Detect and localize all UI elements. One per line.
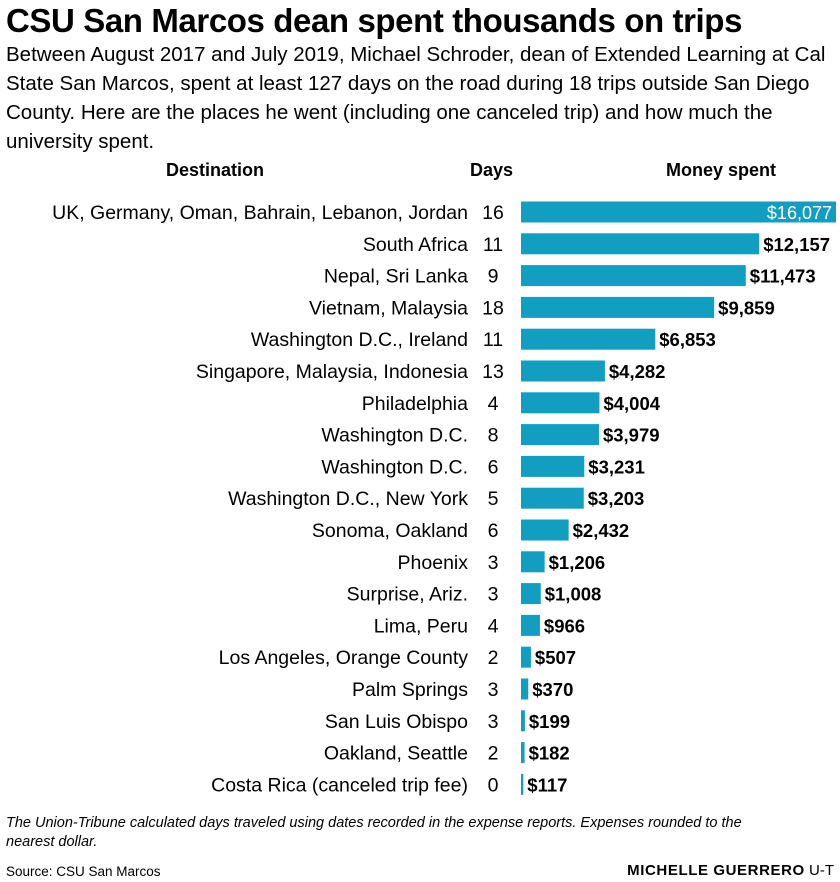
category-label: UK, Germany, Oman, Bahrain, Lebanon, Jor…	[52, 202, 468, 224]
days-label: 3	[488, 584, 499, 606]
category-label: Surprise, Ariz.	[347, 584, 468, 606]
source-note: Source: CSU San Marcos	[6, 864, 161, 879]
bar	[521, 678, 529, 700]
bar	[521, 233, 760, 255]
category-label: South Africa	[363, 234, 468, 256]
bar	[521, 201, 836, 223]
value-label: $2,432	[573, 520, 630, 541]
days-label: 2	[488, 743, 499, 765]
value-label: $11,473	[750, 266, 816, 287]
bar	[521, 614, 540, 636]
chart-title: CSU San Marcos dean spent thousands on t…	[6, 2, 743, 39]
days-label: 2	[488, 647, 499, 669]
value-label: $182	[529, 743, 570, 764]
category-label: Washington D.C., Ireland	[251, 329, 468, 351]
days-label: 3	[488, 552, 499, 574]
value-label: $199	[529, 711, 570, 732]
days-label: 18	[482, 297, 504, 319]
days-label: 11	[483, 329, 503, 351]
category-label: Nepal, Sri Lanka	[324, 266, 468, 288]
days-label: 16	[482, 202, 504, 224]
value-label: $6,853	[659, 329, 716, 350]
bar	[521, 583, 541, 605]
value-label: $1,206	[549, 552, 606, 573]
value-label: $370	[532, 679, 573, 700]
bar	[521, 296, 715, 318]
days-label: 13	[482, 361, 504, 383]
category-label: Sonoma, Oakland	[312, 520, 468, 542]
category-label: Oakland, Seattle	[324, 743, 468, 765]
value-label: $9,859	[718, 297, 775, 318]
bar	[521, 773, 524, 795]
days-label: 5	[488, 488, 499, 510]
bar	[521, 646, 531, 668]
days-label: 6	[488, 520, 499, 542]
category-label: Phoenix	[398, 552, 469, 574]
value-label: $3,203	[588, 488, 645, 509]
value-label: $507	[535, 647, 576, 668]
days-label: 6	[488, 456, 499, 478]
category-label: Washington D.C.	[321, 425, 468, 447]
value-label: $117	[527, 774, 567, 795]
bar	[521, 392, 600, 414]
days-label: 3	[488, 711, 499, 733]
category-label: Vietnam, Malaysia	[309, 297, 468, 319]
column-header-destination: Destination	[166, 160, 265, 180]
days-label: 9	[488, 266, 499, 288]
bar	[521, 455, 585, 477]
category-label: Washington D.C., New York	[228, 488, 468, 510]
bar	[521, 424, 599, 446]
category-label: San Luis Obispo	[325, 711, 468, 733]
value-label: $4,004	[603, 393, 660, 414]
category-label: Costa Rica (canceled trip fee)	[211, 774, 468, 796]
days-label: 4	[488, 615, 499, 637]
days-label: 4	[488, 393, 499, 415]
category-label: Lima, Peru	[374, 615, 468, 637]
credit-org: U-T	[809, 862, 834, 879]
footnote: The Union-Tribune calculated days travel…	[6, 815, 742, 850]
days-label: 3	[488, 679, 499, 701]
bar	[521, 742, 525, 764]
column-header-money: Money spent	[666, 160, 777, 180]
category-label: Philadelphia	[362, 393, 468, 415]
category-label: Los Angeles, Orange County	[219, 647, 469, 669]
bar	[521, 360, 605, 382]
bar	[521, 710, 525, 732]
bar	[521, 328, 656, 350]
value-label: $4,282	[609, 361, 666, 382]
value-label: $1,008	[545, 584, 602, 605]
value-label: $16,077	[767, 203, 832, 223]
category-label: Singapore, Malaysia, Indonesia	[196, 361, 468, 383]
bar	[521, 265, 746, 287]
bar	[521, 519, 569, 541]
value-label: $12,157	[763, 234, 830, 255]
days-label: 11	[483, 234, 503, 256]
value-label: $966	[544, 615, 585, 636]
value-label: $3,231	[588, 456, 645, 477]
days-label: 8	[488, 425, 499, 447]
bar-chart: UK, Germany, Oman, Bahrain, Lebanon, Jor…	[52, 201, 836, 796]
column-header-days: Days	[470, 160, 514, 180]
bar	[521, 487, 584, 509]
days-label: 0	[488, 774, 499, 796]
bar	[521, 551, 545, 573]
credit: MICHELLE GUERRERO U-T	[627, 862, 834, 879]
value-label: $3,979	[603, 425, 660, 446]
chart-subtitle: Between August 2017 and July 2019, Micha…	[6, 43, 826, 153]
category-label: Palm Springs	[352, 679, 468, 701]
credit-name: MICHELLE GUERRERO	[627, 862, 805, 879]
category-label: Washington D.C.	[321, 456, 468, 478]
